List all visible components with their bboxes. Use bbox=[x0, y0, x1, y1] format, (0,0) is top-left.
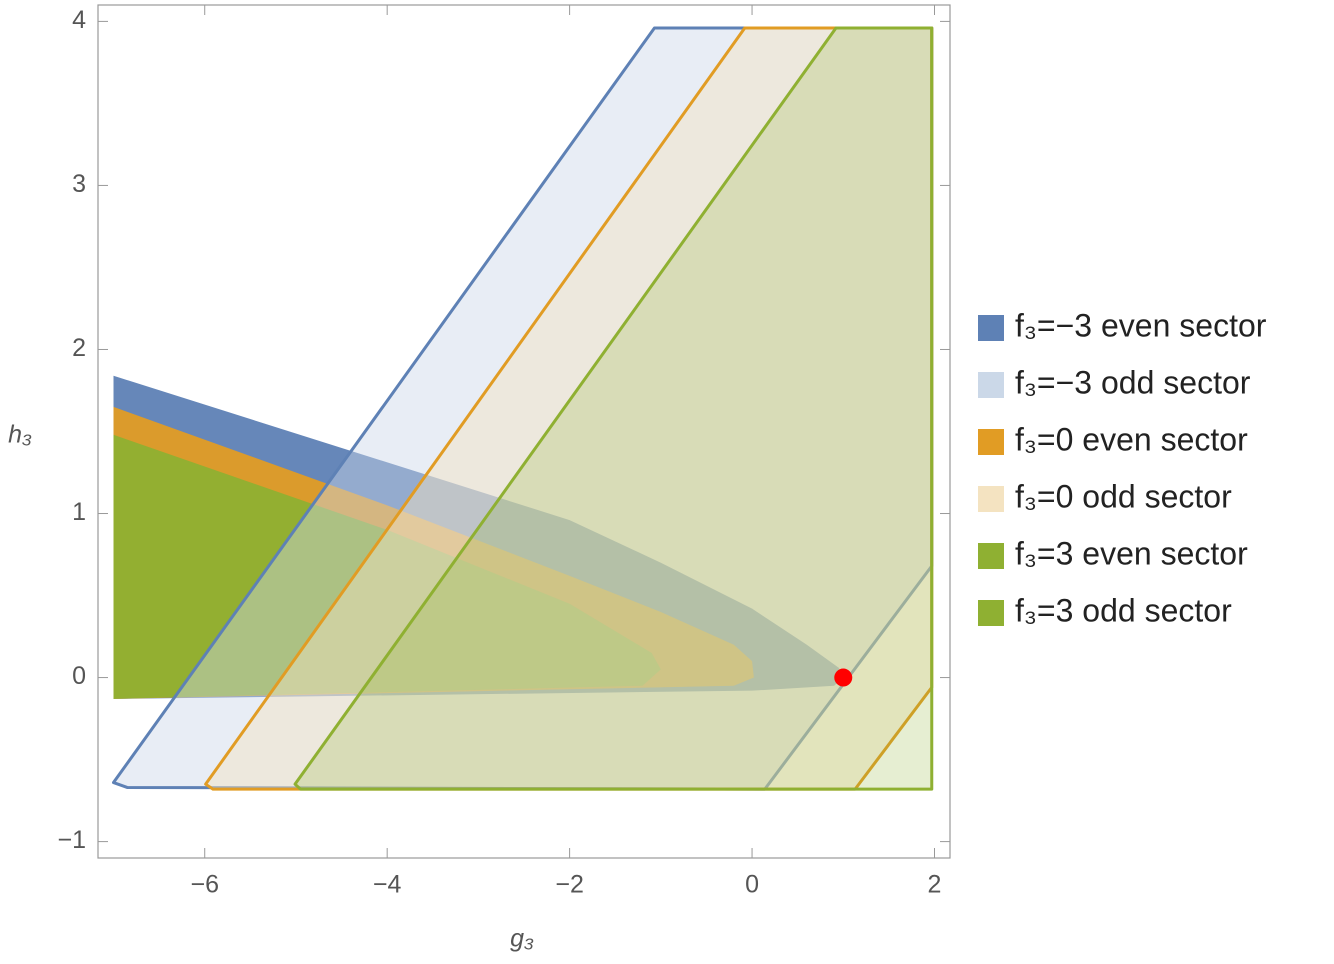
legend-label: f₃=3 odd sector bbox=[1015, 592, 1232, 628]
legend-label: f₃=−3 odd sector bbox=[1015, 364, 1251, 400]
x-tick-label: −4 bbox=[373, 871, 402, 899]
x-axis-label: g₃ bbox=[510, 925, 534, 953]
legend-swatch bbox=[978, 486, 1004, 512]
plot-area bbox=[112, 26, 934, 791]
x-tick-label: −6 bbox=[190, 871, 219, 899]
legend-swatch bbox=[978, 429, 1004, 455]
y-tick-label: −1 bbox=[57, 826, 86, 854]
even-region bbox=[113, 434, 661, 699]
y-tick-label: 2 bbox=[72, 334, 86, 362]
legend-swatch bbox=[978, 543, 1004, 569]
y-axis-label: h₃ bbox=[8, 421, 32, 449]
legend-label: f₃=0 odd sector bbox=[1015, 478, 1232, 514]
legend-swatch bbox=[978, 315, 1004, 341]
legend-label: f₃=3 even sector bbox=[1015, 535, 1248, 571]
x-tick-label: 0 bbox=[745, 871, 759, 899]
y-tick-label: 1 bbox=[72, 498, 86, 526]
legend-swatch bbox=[978, 372, 1004, 398]
odd-region bbox=[293, 26, 934, 791]
legend-label: f₃=0 even sector bbox=[1015, 421, 1248, 457]
y-tick-label: 3 bbox=[72, 170, 86, 198]
legend-swatch bbox=[978, 600, 1004, 626]
y-tick-label: 0 bbox=[72, 662, 86, 690]
frame bbox=[97, 4, 951, 859]
y-tick-label: 4 bbox=[72, 6, 86, 34]
legend-label: f₃=−3 even sector bbox=[1015, 307, 1267, 343]
x-tick-label: 2 bbox=[928, 871, 942, 899]
point-marker bbox=[834, 668, 853, 687]
x-tick-label: −2 bbox=[555, 871, 584, 899]
